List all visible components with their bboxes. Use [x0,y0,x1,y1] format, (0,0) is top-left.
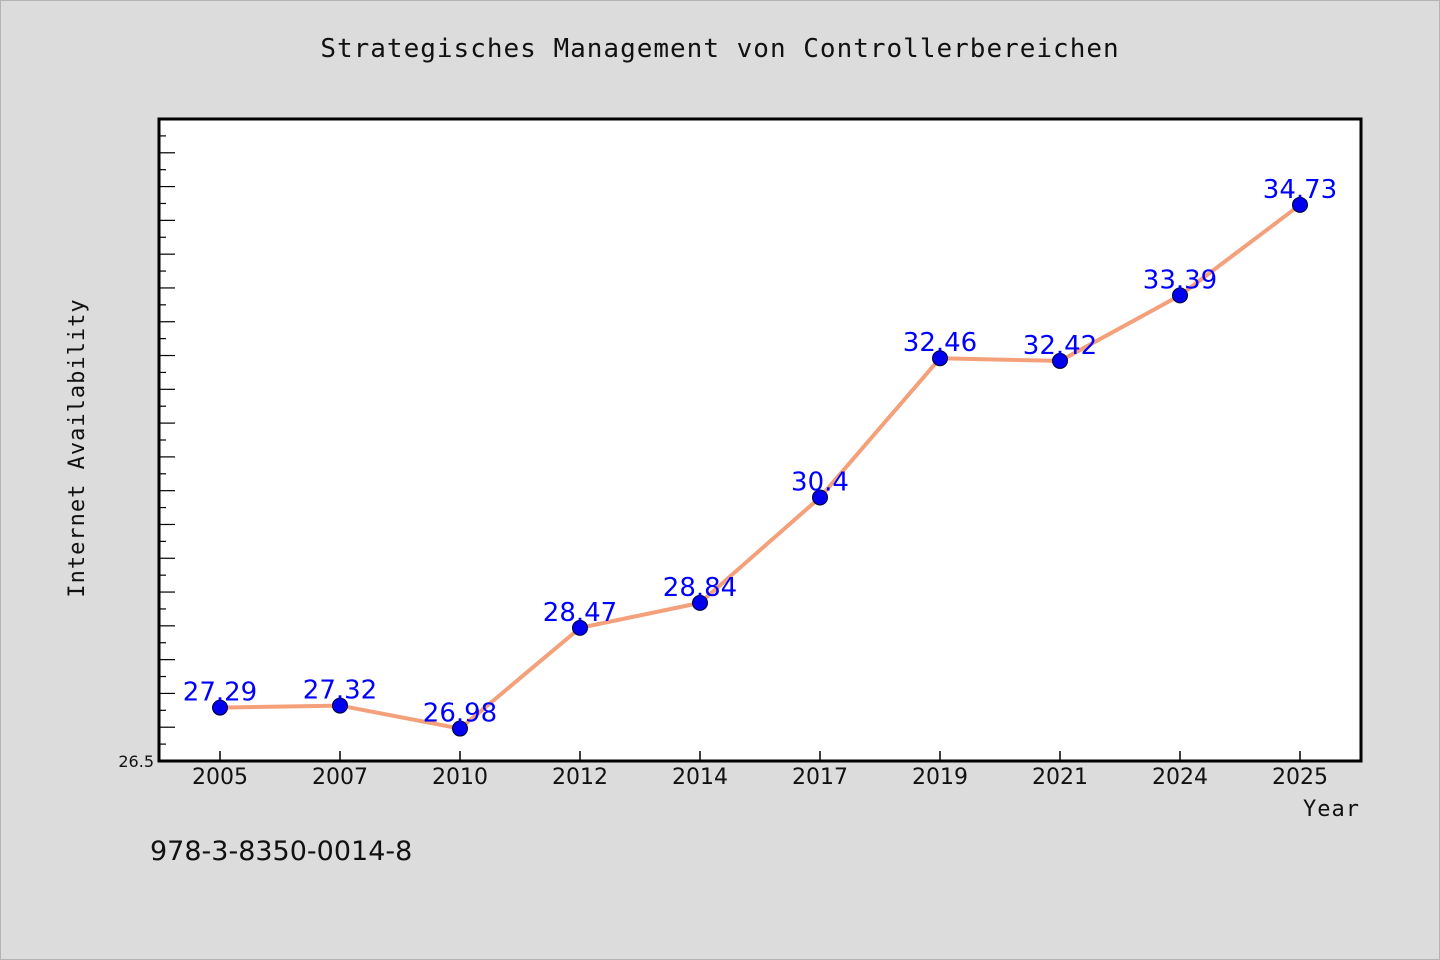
x-tick-label: 2007 [312,765,368,790]
series-line [218,202,1302,731]
x-tick-label: 2025 [1272,765,1328,790]
data-point [692,594,708,611]
data-label: 32.42 [1023,331,1097,361]
x-tick-label: 2017 [792,765,848,790]
data-label: 32.46 [903,328,977,358]
y-axis-ticks [159,118,175,762]
x-tick-label: 2021 [1032,765,1088,790]
data-point [1292,196,1308,213]
x-tick-label: 2024 [1152,765,1208,790]
data-label: 28.84 [663,573,737,603]
chart-title: Strategisches Management von Controllerb… [320,34,1120,64]
x-axis-title: Year [1303,797,1360,822]
data-label: 26.98 [423,699,497,729]
x-tick-label: 2014 [672,765,728,790]
data-point [812,489,828,506]
series-line-group [218,202,1302,731]
x-tick-label: 2005 [192,765,248,790]
data-point [452,720,468,737]
data-label: 30.4 [791,467,849,497]
x-tick-label: 2012 [552,765,608,790]
data-point [1052,352,1068,369]
x-axis-ticks: 2005 2007 2010 2012 2014 2017 2019 2021 2024 2025 [192,751,1328,790]
data-point [572,619,588,636]
x-tick-label: 2019 [912,765,968,790]
footer-isbn-text: 978-3-8350-0014-8 [150,836,413,867]
data-label: 27.32 [303,676,377,706]
data-label: 27.29 [183,678,257,708]
plot-area [157,117,1363,763]
series-markers [212,196,1308,737]
x-tick-label: 2010 [432,765,488,790]
y-axis-title: Internet Availability [65,298,90,597]
data-point [332,697,348,714]
data-point [212,699,228,716]
data-label: 34.73 [1263,175,1337,205]
data-labels: 27.29 27.32 26.98 28.47 28.84 30.4 32.46 32.42 3… [183,175,1337,729]
data-label: 28.47 [543,598,617,628]
data-point [932,350,948,367]
y-tick-label-min: 26.5 [118,752,154,771]
data-point [1172,287,1188,304]
data-label: 33.39 [1143,265,1217,295]
